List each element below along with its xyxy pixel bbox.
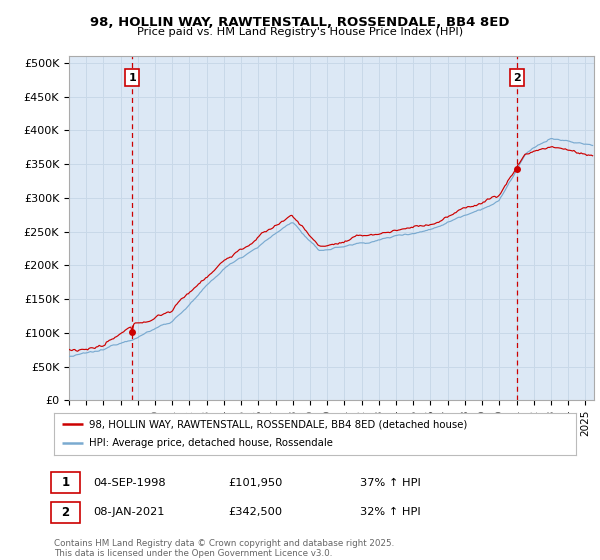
Text: 1: 1 xyxy=(61,476,70,489)
Text: 32% ↑ HPI: 32% ↑ HPI xyxy=(360,507,421,517)
Text: £101,950: £101,950 xyxy=(228,478,283,488)
Text: £342,500: £342,500 xyxy=(228,507,282,517)
Text: 98, HOLLIN WAY, RAWTENSTALL, ROSSENDALE, BB4 8ED: 98, HOLLIN WAY, RAWTENSTALL, ROSSENDALE,… xyxy=(90,16,510,29)
Text: 1: 1 xyxy=(128,73,136,83)
Text: Price paid vs. HM Land Registry's House Price Index (HPI): Price paid vs. HM Land Registry's House … xyxy=(137,27,463,37)
Text: 08-JAN-2021: 08-JAN-2021 xyxy=(93,507,164,517)
Text: HPI: Average price, detached house, Rossendale: HPI: Average price, detached house, Ross… xyxy=(89,438,334,448)
Text: 37% ↑ HPI: 37% ↑ HPI xyxy=(360,478,421,488)
Text: 04-SEP-1998: 04-SEP-1998 xyxy=(93,478,166,488)
Text: 98, HOLLIN WAY, RAWTENSTALL, ROSSENDALE, BB4 8ED (detached house): 98, HOLLIN WAY, RAWTENSTALL, ROSSENDALE,… xyxy=(89,419,468,430)
Text: Contains HM Land Registry data © Crown copyright and database right 2025.
This d: Contains HM Land Registry data © Crown c… xyxy=(54,539,394,558)
Text: 2: 2 xyxy=(513,73,521,83)
Text: 2: 2 xyxy=(61,506,70,519)
